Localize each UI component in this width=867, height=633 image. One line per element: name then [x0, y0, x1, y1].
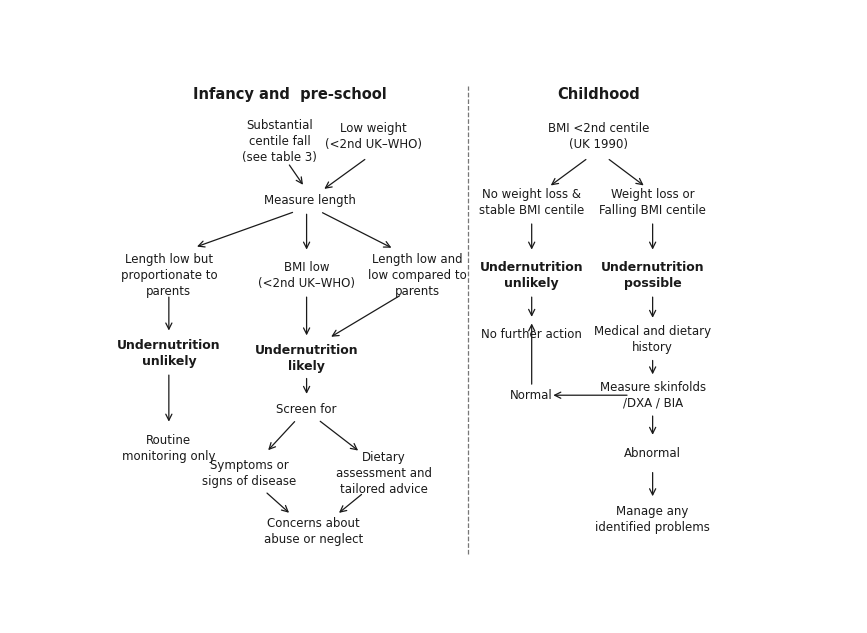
Text: No weight loss &
stable BMI centile: No weight loss & stable BMI centile: [479, 188, 584, 217]
Text: Weight loss or
Falling BMI centile: Weight loss or Falling BMI centile: [599, 188, 706, 217]
Text: Concerns about
abuse or neglect: Concerns about abuse or neglect: [264, 517, 363, 546]
Text: BMI <2nd centile
(UK 1990): BMI <2nd centile (UK 1990): [548, 122, 649, 151]
Text: Measure length: Measure length: [264, 194, 355, 207]
Text: Abnormal: Abnormal: [624, 447, 681, 460]
Text: Medical and dietary
history: Medical and dietary history: [594, 325, 711, 354]
Text: Childhood: Childhood: [557, 87, 640, 102]
Text: Undernutrition
unlikely: Undernutrition unlikely: [117, 339, 221, 368]
Text: Screen for: Screen for: [277, 403, 337, 417]
Text: BMI low
(<2nd UK–WHO): BMI low (<2nd UK–WHO): [258, 261, 355, 291]
Text: Undernutrition
possible: Undernutrition possible: [601, 261, 705, 291]
Text: Low weight
(<2nd UK–WHO): Low weight (<2nd UK–WHO): [325, 122, 422, 151]
Text: Symptoms or
signs of disease: Symptoms or signs of disease: [202, 459, 297, 487]
Text: Length low but
proportionate to
parents: Length low but proportionate to parents: [121, 253, 217, 298]
Text: Infancy and  pre-school: Infancy and pre-school: [193, 87, 387, 102]
Text: Undernutrition
likely: Undernutrition likely: [255, 344, 358, 373]
Text: Dietary
assessment and
tailored advice: Dietary assessment and tailored advice: [336, 451, 432, 496]
Text: No further action: No further action: [481, 328, 582, 341]
Text: Undernutrition
unlikely: Undernutrition unlikely: [479, 261, 583, 291]
Text: Manage any
identified problems: Manage any identified problems: [596, 505, 710, 534]
Text: Normal: Normal: [511, 389, 553, 402]
Text: Length low and
low compared to
parents: Length low and low compared to parents: [368, 253, 466, 298]
Text: Substantial
centile fall
(see table 3): Substantial centile fall (see table 3): [242, 119, 317, 164]
Text: Routine
monitoring only: Routine monitoring only: [122, 434, 216, 463]
Text: Measure skinfolds
/DXA / BIA: Measure skinfolds /DXA / BIA: [600, 380, 706, 410]
